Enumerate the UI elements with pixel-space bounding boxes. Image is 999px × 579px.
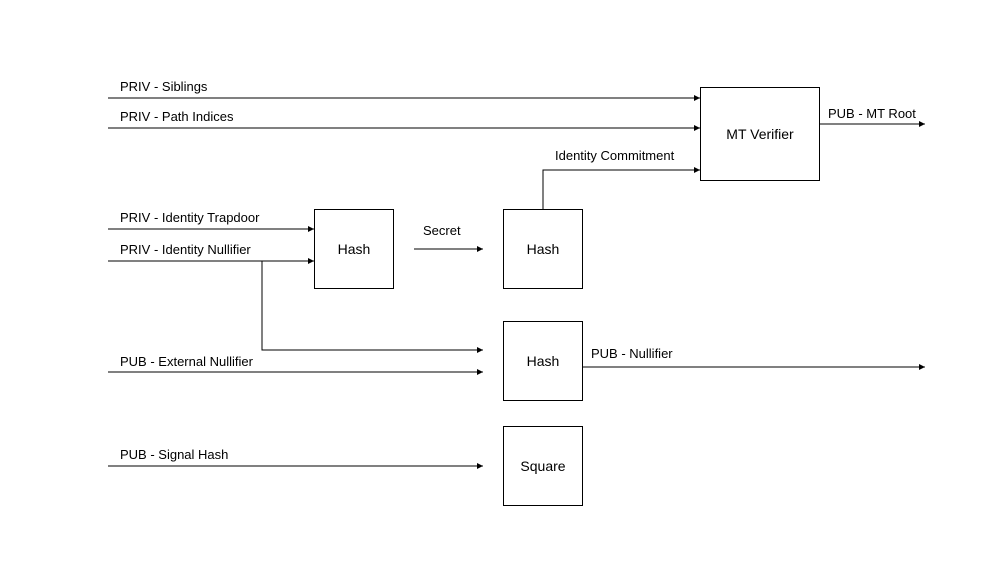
hash-box-2: Hash	[503, 209, 583, 289]
signal-hash-label: PUB - Signal Hash	[120, 447, 228, 462]
identity-trapdoor-label: PRIV - Identity Trapdoor	[120, 210, 259, 225]
square-box: Square	[503, 426, 583, 506]
mt-verifier-label: MT Verifier	[726, 126, 793, 142]
siblings-label: PRIV - Siblings	[120, 79, 207, 94]
square-label: Square	[520, 458, 565, 474]
hash-box-1: Hash	[314, 209, 394, 289]
mt-root-label: PUB - MT Root	[828, 106, 916, 121]
mt-verifier-box: MT Verifier	[700, 87, 820, 181]
hash-1-label: Hash	[338, 241, 371, 257]
path-indices-label: PRIV - Path Indices	[120, 109, 233, 124]
identity-commitment-label: Identity Commitment	[555, 148, 674, 163]
external-nullifier-label: PUB - External Nullifier	[120, 354, 253, 369]
nullifier-label: PUB - Nullifier	[591, 346, 673, 361]
hash-2-label: Hash	[527, 241, 560, 257]
hash-3-label: Hash	[527, 353, 560, 369]
hash-box-3: Hash	[503, 321, 583, 401]
secret-label: Secret	[423, 223, 461, 238]
identity-nullifier-label: PRIV - Identity Nullifier	[120, 242, 251, 257]
